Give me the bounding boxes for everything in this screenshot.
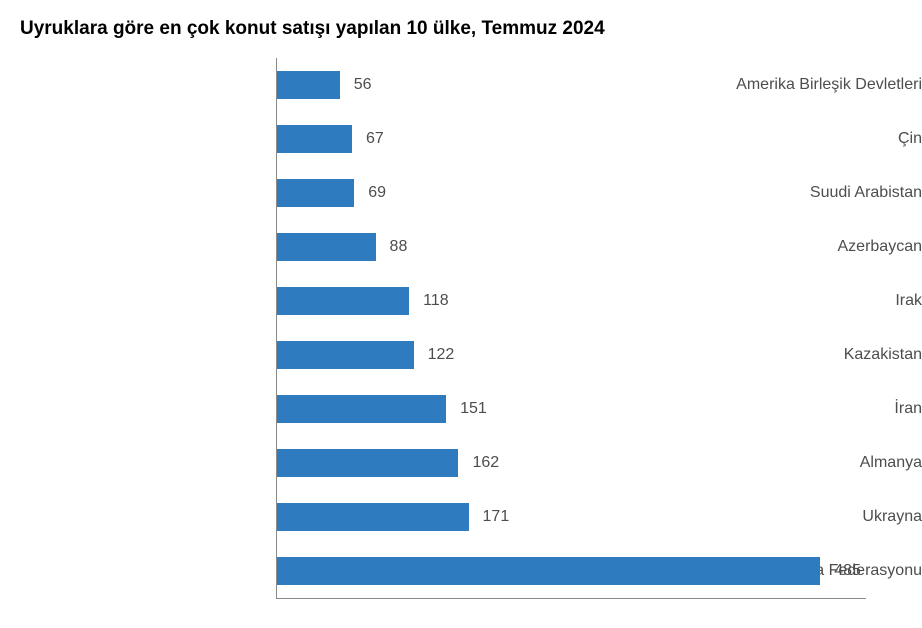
value-label: 162 [472,454,499,472]
chart-bar [277,503,469,531]
chart-bar [277,233,376,261]
value-label: 118 [423,292,449,310]
value-label: 485 [834,562,861,580]
category-label: İran [660,400,922,418]
chart-bar [277,287,409,315]
chart-row: Rusya Federasyonu485 [0,544,922,598]
category-label: Amerika Birleşik Devletleri [660,76,922,94]
category-label: Kazakistan [660,346,922,364]
value-label: 56 [354,76,372,94]
chart-bar [277,557,820,585]
category-label: Çin [660,130,922,148]
value-label: 122 [428,346,455,364]
chart-row: Amerika Birleşik Devletleri 56 [0,58,922,112]
chart-bar [277,125,352,153]
category-label: Almanya [660,454,922,472]
category-label: Irak [660,292,922,310]
chart-bar [277,71,340,99]
value-label: 69 [368,184,386,202]
x-axis-line [276,598,866,599]
chart-row: Çin 67 [0,112,922,166]
chart-container: Uyruklara göre en çok konut satışı yapıl… [0,0,922,628]
chart-row: Irak 118 [0,274,922,328]
chart-row: İran 151 [0,382,922,436]
chart-bar [277,179,354,207]
chart-row: Azerbaycan 88 [0,220,922,274]
category-label: Suudi Arabistan [660,184,922,202]
chart-row: Kazakistan 122 [0,328,922,382]
chart-bar [277,395,446,423]
chart-row: Suudi Arabistan 69 [0,166,922,220]
chart-title: Uyruklara göre en çok konut satışı yapıl… [20,18,605,40]
value-label: 88 [390,238,408,256]
chart-row: Ukrayna 171 [0,490,922,544]
value-label: 171 [483,508,510,526]
value-label: 67 [366,130,384,148]
value-label: 151 [460,400,487,418]
category-label: Ukrayna [660,508,922,526]
chart-bar [277,341,414,369]
chart-bar [277,449,458,477]
y-axis-line [276,58,277,598]
category-label: Azerbaycan [660,238,922,256]
chart-row: Almanya 162 [0,436,922,490]
